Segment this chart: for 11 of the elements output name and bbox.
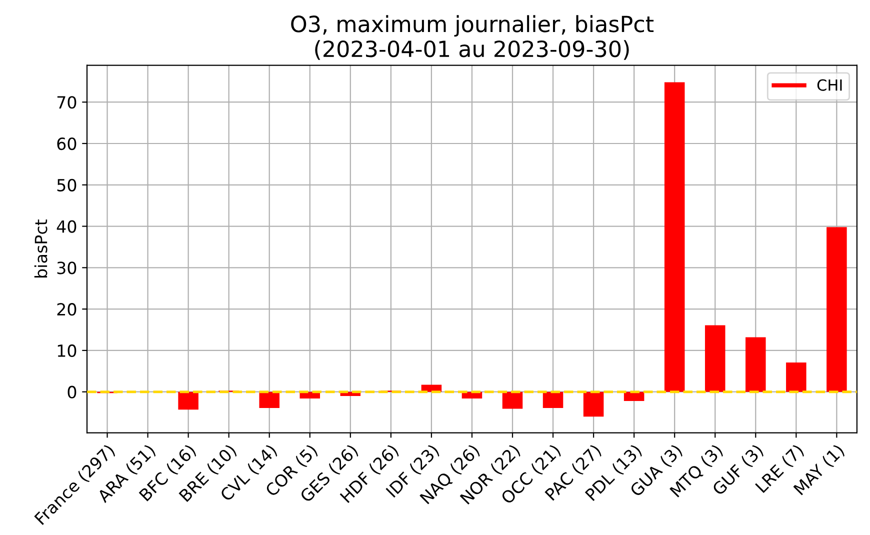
y-tick-label: 30 — [57, 262, 76, 274]
chart-title: O3, maximum journalier, biasPct (2023-04-01 au 2023-09-30) — [291, 15, 654, 60]
y-tick-label: 20 — [57, 303, 76, 316]
y-axis-title: biasPct — [34, 220, 48, 278]
y-tick-label: 0 — [68, 386, 76, 398]
legend-label: CHI — [817, 79, 842, 91]
y-tick-label: 70 — [57, 96, 76, 109]
y-tick-label: 10 — [58, 344, 76, 358]
y-tick-label: 50 — [57, 178, 76, 192]
y-tick-label: 60 — [57, 137, 76, 150]
y-tick-label: 40 — [56, 220, 76, 233]
